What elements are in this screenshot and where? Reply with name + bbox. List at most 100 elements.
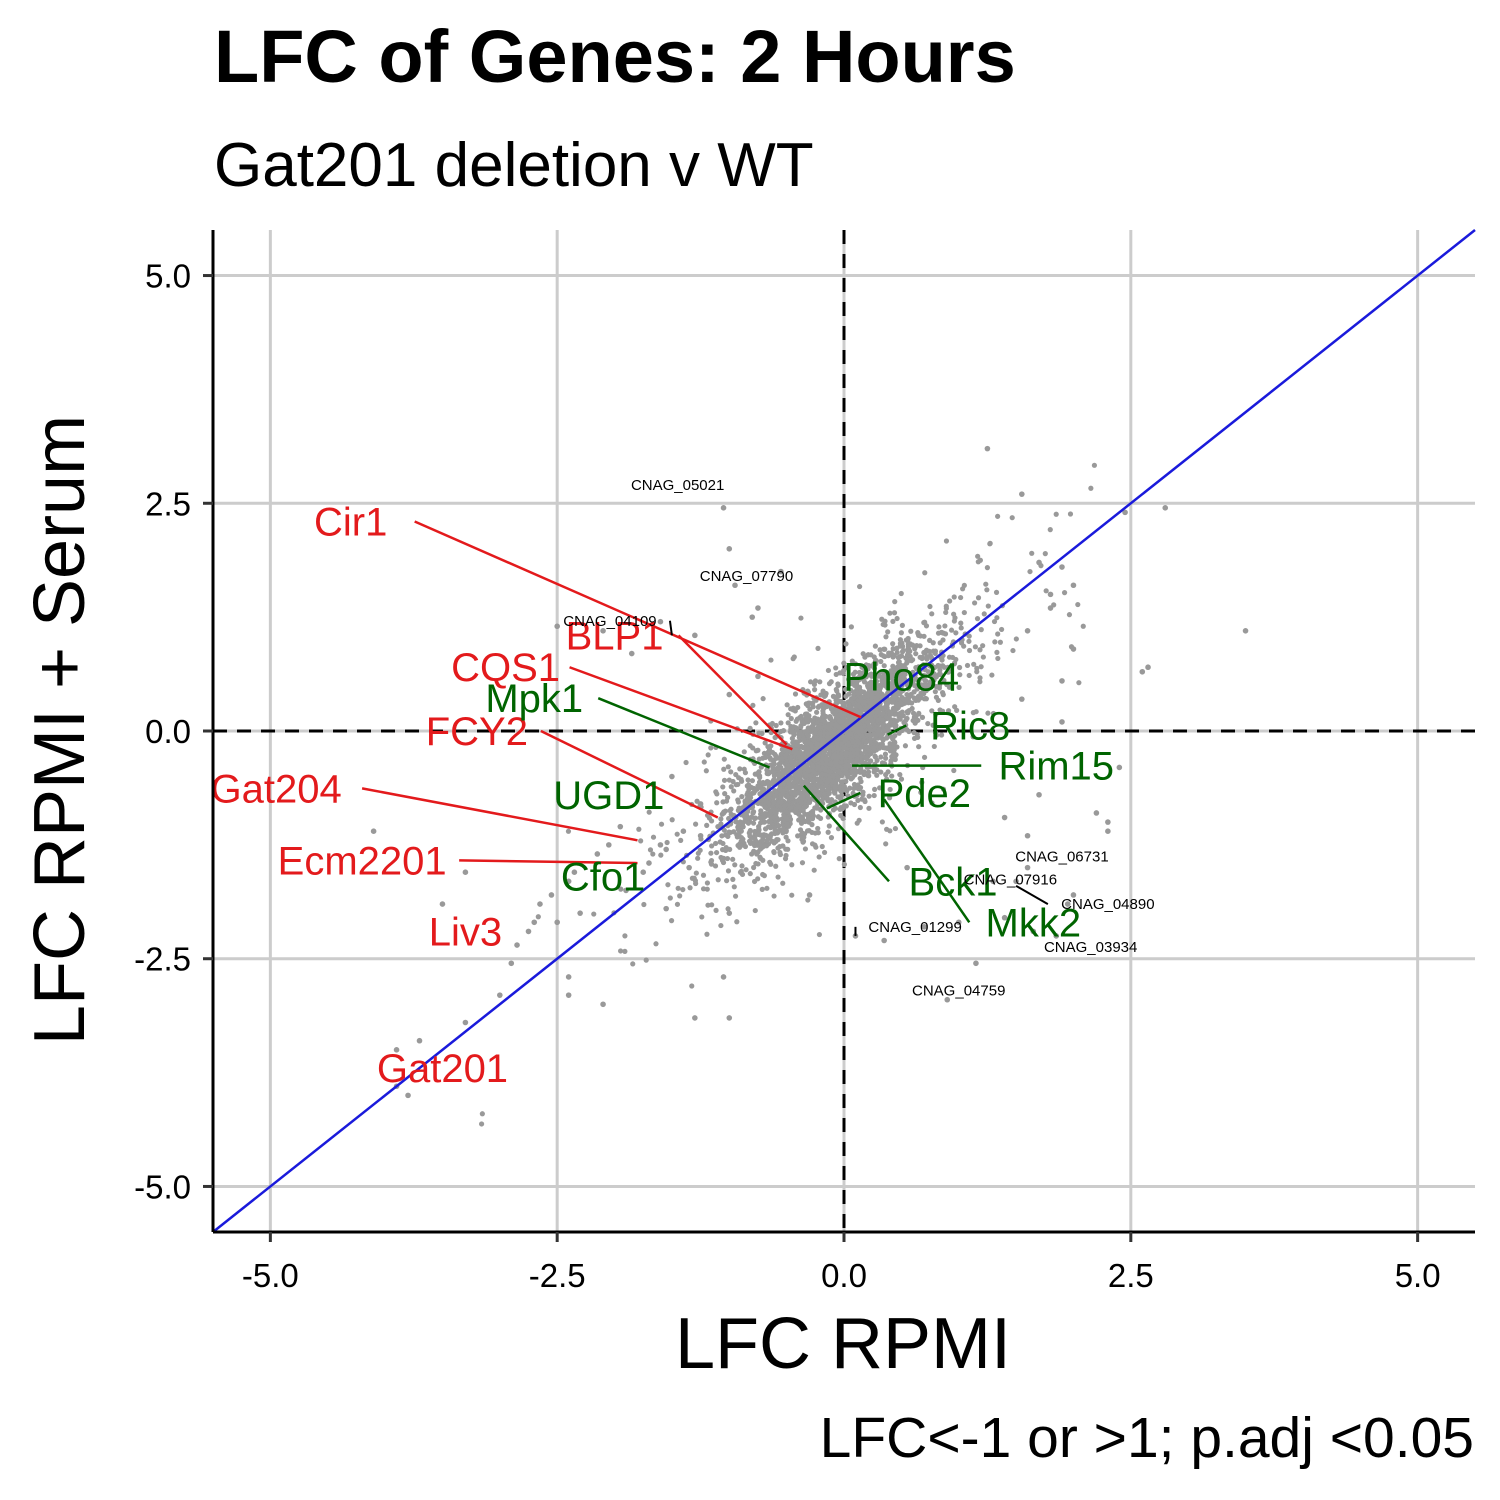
data-point bbox=[789, 735, 795, 742]
data-point bbox=[754, 842, 760, 848]
data-point bbox=[887, 786, 893, 793]
data-point bbox=[910, 642, 916, 648]
data-point bbox=[708, 850, 714, 856]
data-point bbox=[837, 711, 843, 718]
data-point bbox=[1091, 462, 1098, 468]
data-point bbox=[755, 605, 761, 611]
data-point bbox=[825, 667, 832, 674]
data-point bbox=[606, 842, 612, 848]
data-point bbox=[890, 641, 896, 647]
data-point bbox=[1024, 628, 1031, 634]
data-point bbox=[783, 809, 789, 815]
data-point bbox=[667, 895, 673, 901]
data-point bbox=[898, 776, 905, 782]
data-point bbox=[828, 744, 834, 750]
data-point bbox=[747, 833, 753, 839]
gene-label: CNAG_07790 bbox=[700, 568, 793, 585]
data-point bbox=[848, 753, 854, 760]
data-point bbox=[1043, 588, 1049, 594]
data-point bbox=[663, 846, 669, 853]
data-point bbox=[854, 747, 860, 753]
data-point bbox=[922, 570, 928, 576]
data-point bbox=[815, 645, 821, 651]
data-point bbox=[776, 799, 782, 805]
data-point bbox=[643, 957, 649, 963]
data-point bbox=[822, 756, 829, 762]
data-point bbox=[767, 859, 773, 865]
data-point bbox=[871, 792, 877, 799]
data-point bbox=[708, 861, 715, 867]
data-point bbox=[891, 734, 897, 740]
data-point bbox=[815, 724, 822, 730]
data-point bbox=[951, 594, 957, 600]
data-point bbox=[885, 715, 892, 721]
data-point bbox=[961, 609, 967, 616]
data-point bbox=[1036, 559, 1042, 566]
data-point bbox=[791, 730, 797, 736]
data-point bbox=[834, 688, 840, 694]
data-point bbox=[1042, 551, 1048, 557]
data-point bbox=[864, 732, 870, 738]
data-point bbox=[462, 869, 469, 875]
data-point bbox=[812, 842, 818, 848]
data-point bbox=[872, 643, 878, 649]
data-point bbox=[1105, 819, 1111, 825]
data-point bbox=[765, 744, 771, 750]
data-point bbox=[693, 870, 699, 876]
data-point bbox=[833, 665, 839, 671]
data-point bbox=[810, 808, 816, 814]
data-point bbox=[835, 774, 841, 781]
y-tick-label: 5.0 bbox=[145, 258, 191, 295]
data-point bbox=[773, 755, 779, 761]
data-point bbox=[713, 907, 719, 913]
data-point bbox=[738, 842, 744, 849]
y-axis-title: LFC RPMI + Serum bbox=[20, 415, 100, 1045]
data-point bbox=[708, 818, 715, 824]
data-point bbox=[809, 829, 815, 836]
data-point bbox=[756, 826, 762, 832]
chart-title: LFC of Genes: 2 Hours bbox=[214, 15, 1016, 98]
data-point bbox=[462, 1019, 469, 1026]
data-point bbox=[1009, 515, 1015, 521]
data-point bbox=[913, 651, 919, 657]
data-point bbox=[1075, 601, 1081, 608]
data-point bbox=[814, 741, 820, 747]
data-point bbox=[849, 717, 855, 723]
data-point bbox=[990, 710, 997, 717]
data-point bbox=[811, 769, 817, 775]
data-point bbox=[783, 852, 789, 859]
data-point bbox=[725, 764, 731, 770]
data-point bbox=[907, 648, 913, 654]
data-point bbox=[650, 851, 656, 857]
data-point bbox=[1010, 647, 1016, 654]
data-point bbox=[751, 864, 757, 871]
data-point bbox=[845, 774, 852, 780]
data-point bbox=[497, 992, 503, 998]
data-point bbox=[771, 849, 777, 856]
data-point bbox=[978, 664, 984, 670]
data-point bbox=[828, 679, 834, 685]
x-tick-label: -5.0 bbox=[242, 1257, 299, 1294]
data-point bbox=[887, 610, 893, 616]
data-point bbox=[757, 774, 763, 781]
data-point bbox=[788, 795, 795, 801]
data-point bbox=[764, 885, 770, 891]
data-point bbox=[732, 893, 739, 899]
data-point bbox=[809, 724, 815, 730]
data-point bbox=[759, 886, 765, 892]
data-point bbox=[867, 748, 873, 755]
data-point bbox=[1013, 636, 1019, 642]
data-point bbox=[843, 718, 849, 724]
data-point bbox=[740, 836, 746, 842]
data-point bbox=[763, 843, 770, 849]
data-point bbox=[883, 634, 889, 640]
data-point bbox=[798, 724, 804, 730]
data-point bbox=[776, 786, 783, 792]
data-point bbox=[758, 808, 764, 814]
data-point bbox=[763, 799, 769, 805]
data-point bbox=[845, 762, 851, 768]
data-point bbox=[1059, 719, 1065, 725]
data-point bbox=[812, 735, 819, 741]
data-point bbox=[804, 749, 810, 756]
x-tick-label: 2.5 bbox=[1108, 1257, 1154, 1294]
